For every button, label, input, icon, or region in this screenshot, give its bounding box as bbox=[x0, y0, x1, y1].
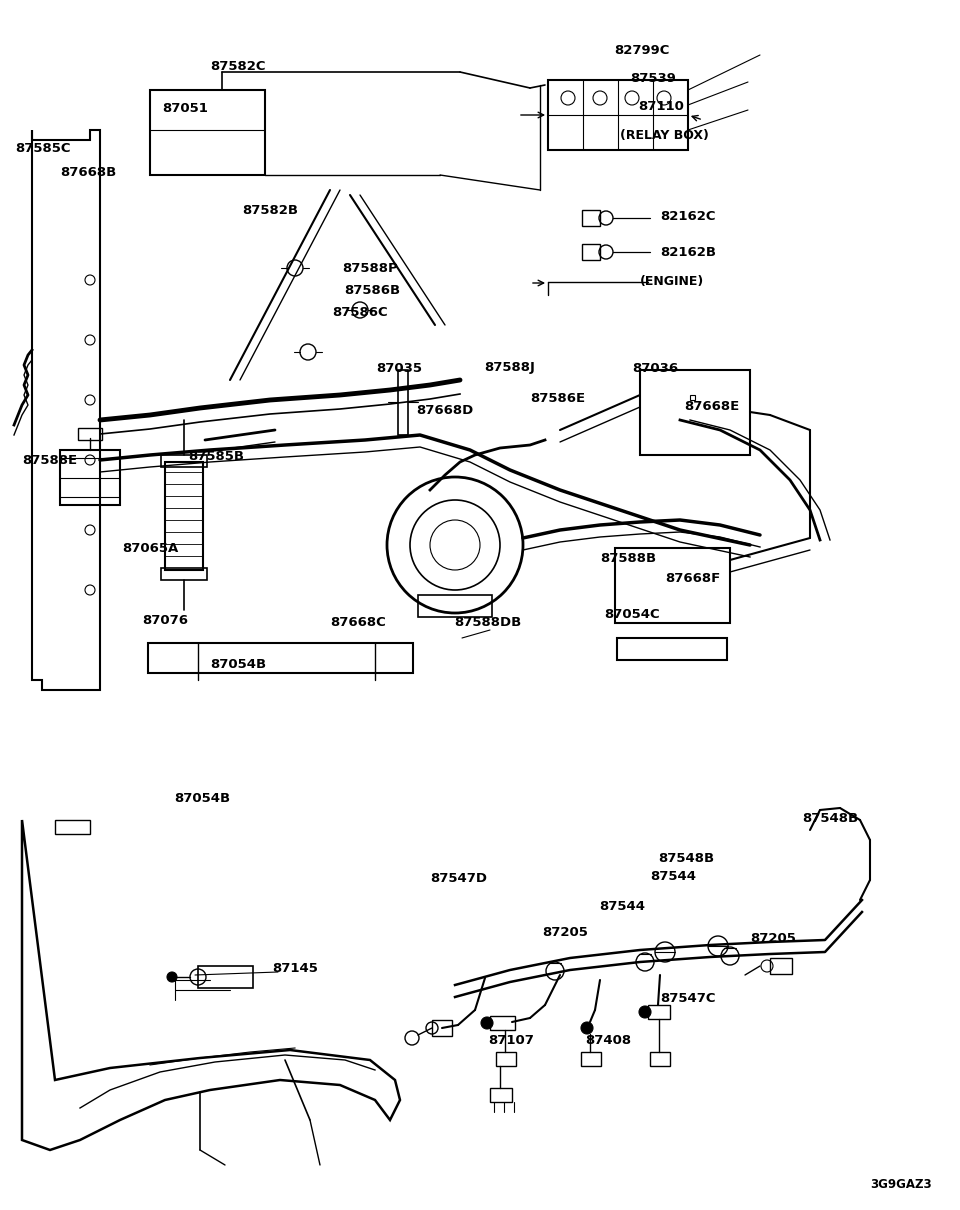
Circle shape bbox=[581, 1022, 593, 1035]
Bar bbox=[78, 428, 102, 440]
Bar bbox=[161, 567, 207, 580]
Text: 87547C: 87547C bbox=[660, 991, 715, 1004]
Text: 87547D: 87547D bbox=[430, 871, 487, 885]
Polygon shape bbox=[32, 129, 100, 690]
Circle shape bbox=[639, 1006, 651, 1018]
Bar bbox=[582, 211, 600, 226]
Bar bbox=[418, 595, 492, 617]
Bar bbox=[55, 820, 90, 834]
Bar bbox=[640, 370, 750, 455]
Text: 87076: 87076 bbox=[142, 613, 188, 627]
Bar bbox=[582, 244, 600, 260]
Text: (RELAY BOX): (RELAY BOX) bbox=[620, 129, 708, 143]
Bar bbox=[648, 1006, 670, 1019]
Text: 87036: 87036 bbox=[632, 362, 678, 375]
Text: 87588DB: 87588DB bbox=[454, 616, 521, 628]
Text: 87544: 87544 bbox=[599, 899, 645, 912]
Bar bbox=[548, 80, 688, 150]
Text: 87110: 87110 bbox=[638, 99, 684, 113]
Text: 87107: 87107 bbox=[488, 1033, 534, 1047]
Text: 87408: 87408 bbox=[585, 1033, 631, 1047]
Text: 87668D: 87668D bbox=[416, 403, 473, 416]
Text: 87054C: 87054C bbox=[604, 607, 660, 621]
Bar bbox=[148, 643, 413, 673]
Text: 87588J: 87588J bbox=[484, 362, 535, 375]
Bar bbox=[650, 1051, 670, 1066]
Text: 87205: 87205 bbox=[542, 927, 588, 939]
Text: 87051: 87051 bbox=[162, 102, 208, 115]
Bar bbox=[496, 1051, 516, 1066]
Bar bbox=[690, 394, 695, 401]
Bar bbox=[161, 455, 207, 467]
Text: 87585C: 87585C bbox=[15, 142, 70, 155]
Bar bbox=[490, 1088, 512, 1102]
Bar bbox=[165, 462, 203, 570]
Bar bbox=[770, 958, 792, 974]
Text: 87586E: 87586E bbox=[530, 392, 586, 404]
Text: 87585B: 87585B bbox=[188, 449, 244, 462]
Bar bbox=[490, 1016, 515, 1030]
Text: 87588B: 87588B bbox=[600, 552, 656, 565]
Text: 87586C: 87586C bbox=[332, 305, 388, 318]
Bar bbox=[617, 638, 727, 659]
Text: 87588P: 87588P bbox=[342, 261, 397, 275]
Bar bbox=[615, 548, 730, 623]
Bar bbox=[398, 370, 408, 436]
Text: 87548B: 87548B bbox=[802, 812, 858, 824]
Text: 87205: 87205 bbox=[750, 932, 796, 945]
Polygon shape bbox=[22, 820, 400, 1150]
Text: 82162B: 82162B bbox=[660, 247, 716, 259]
Text: 87668E: 87668E bbox=[684, 399, 739, 413]
Text: 82162C: 82162C bbox=[660, 209, 715, 223]
Circle shape bbox=[481, 1016, 493, 1028]
Text: 87582B: 87582B bbox=[242, 203, 298, 217]
Text: 87054B: 87054B bbox=[210, 658, 266, 672]
Bar bbox=[150, 90, 265, 175]
Text: 3G9GAZ3: 3G9GAZ3 bbox=[870, 1179, 931, 1192]
Text: 87145: 87145 bbox=[272, 962, 318, 974]
Bar bbox=[581, 1051, 601, 1066]
Text: 87668F: 87668F bbox=[665, 571, 720, 584]
Text: 87586B: 87586B bbox=[344, 283, 400, 296]
Text: (ENGINE): (ENGINE) bbox=[640, 275, 705, 288]
Text: 87668C: 87668C bbox=[330, 616, 386, 628]
Text: 87035: 87035 bbox=[376, 362, 422, 375]
Text: 87539: 87539 bbox=[630, 71, 676, 85]
Text: 87588E: 87588E bbox=[22, 454, 77, 467]
Circle shape bbox=[167, 972, 177, 983]
Bar bbox=[60, 450, 120, 505]
Text: 87582C: 87582C bbox=[210, 59, 266, 73]
Bar bbox=[432, 1020, 452, 1036]
Text: 87548B: 87548B bbox=[658, 852, 714, 864]
Text: 87054B: 87054B bbox=[174, 791, 230, 805]
Text: 82799C: 82799C bbox=[614, 44, 669, 57]
Text: 87668B: 87668B bbox=[60, 166, 116, 179]
Text: 87544: 87544 bbox=[650, 870, 696, 882]
Text: 87065A: 87065A bbox=[122, 542, 179, 554]
Bar bbox=[198, 966, 253, 989]
